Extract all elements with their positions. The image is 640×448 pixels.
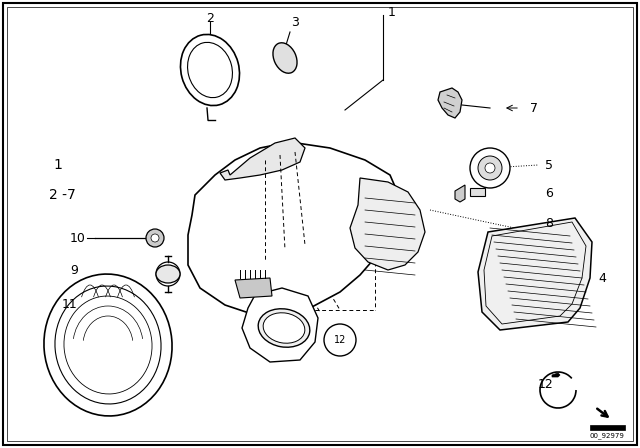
Text: 12: 12 [538, 379, 554, 392]
Ellipse shape [64, 296, 152, 394]
Text: 5: 5 [545, 159, 553, 172]
Text: 3: 3 [291, 16, 299, 29]
Ellipse shape [156, 265, 180, 283]
Ellipse shape [258, 309, 310, 347]
Text: 8: 8 [545, 216, 553, 229]
Polygon shape [590, 425, 625, 430]
Text: 7: 7 [530, 102, 538, 115]
Ellipse shape [55, 286, 161, 404]
Text: 12: 12 [334, 335, 346, 345]
Circle shape [156, 262, 180, 286]
Text: 00_92979: 00_92979 [589, 433, 625, 439]
Polygon shape [242, 288, 318, 362]
Polygon shape [188, 142, 400, 318]
Circle shape [485, 163, 495, 173]
Text: 1: 1 [388, 5, 396, 18]
Polygon shape [455, 185, 465, 202]
Text: 2: 2 [206, 12, 214, 25]
Ellipse shape [263, 313, 305, 343]
Ellipse shape [180, 34, 239, 106]
Text: 9: 9 [70, 263, 78, 276]
Ellipse shape [188, 43, 232, 98]
Circle shape [324, 324, 356, 356]
Text: 2 -7: 2 -7 [49, 188, 76, 202]
Text: 4: 4 [598, 271, 606, 284]
Circle shape [470, 148, 510, 188]
Ellipse shape [44, 274, 172, 416]
Text: 6: 6 [545, 186, 553, 199]
Text: 1: 1 [54, 158, 63, 172]
Text: 11: 11 [62, 298, 77, 311]
Polygon shape [478, 218, 592, 330]
Polygon shape [235, 278, 272, 298]
Text: 10: 10 [70, 232, 86, 245]
Polygon shape [470, 188, 485, 196]
Polygon shape [552, 373, 560, 377]
Ellipse shape [273, 43, 297, 73]
Polygon shape [350, 178, 425, 270]
Circle shape [478, 156, 502, 180]
Polygon shape [220, 138, 305, 180]
Circle shape [151, 234, 159, 242]
Circle shape [146, 229, 164, 247]
Polygon shape [438, 88, 462, 118]
